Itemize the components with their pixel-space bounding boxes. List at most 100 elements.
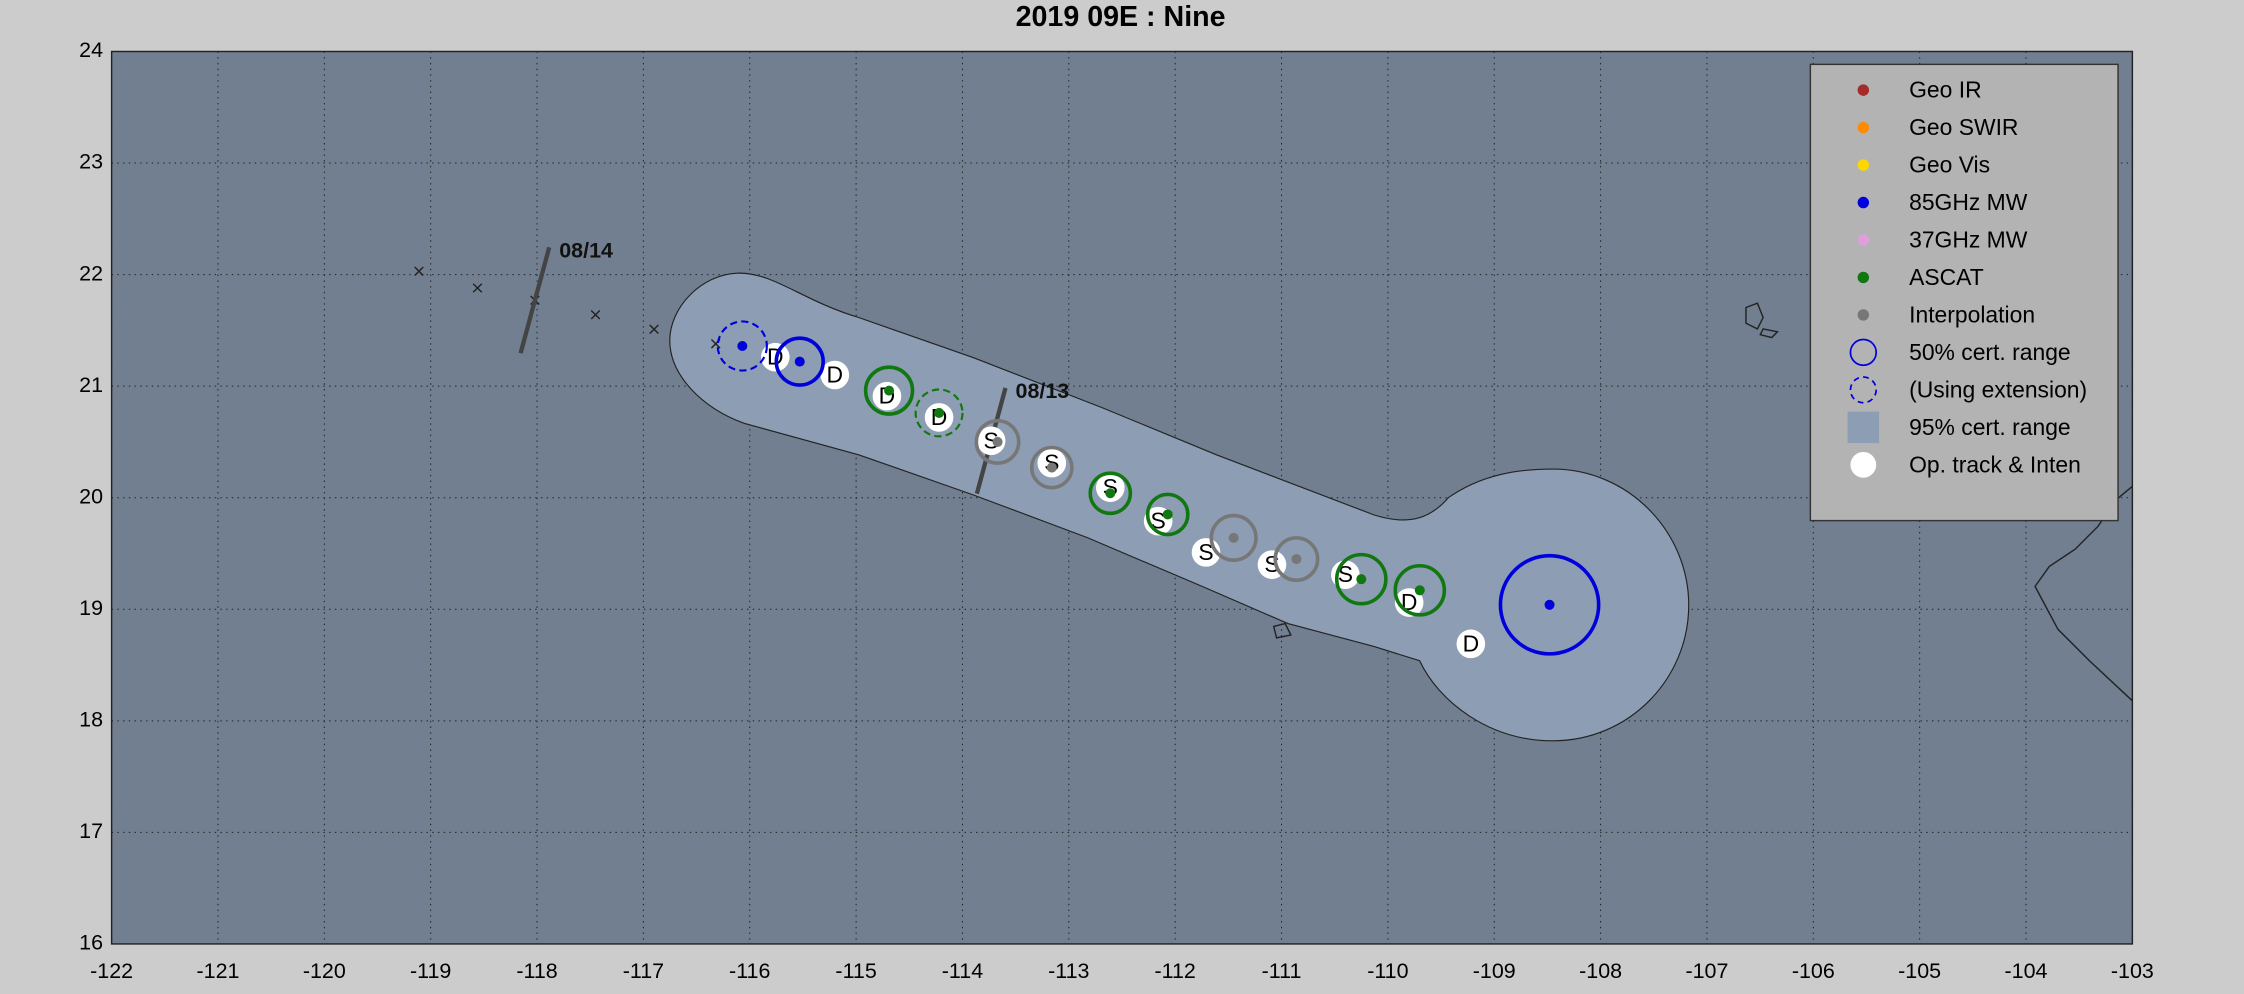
legend-label: 95% cert. range	[1909, 414, 2071, 440]
certainty-50-circle	[1273, 536, 1320, 583]
date-mark	[518, 246, 552, 354]
fix-point	[1162, 509, 1173, 520]
legend-marker	[1857, 121, 1870, 134]
x-tick-label: -116	[729, 959, 770, 983]
legend-marker	[1850, 451, 1877, 478]
fix-point	[1544, 599, 1555, 610]
certainty-50-circle	[1334, 552, 1388, 606]
legend-label: Op. track & Inten	[1909, 451, 2081, 477]
legend-marker	[1847, 411, 1880, 444]
certainty-50-circle	[1145, 492, 1190, 537]
x-tick-label: -106	[1792, 959, 1835, 983]
x-tick-label: -117	[623, 959, 664, 983]
legend-label: (Using extension)	[1909, 376, 2087, 402]
certainty-50-circle	[914, 388, 964, 438]
certainty-50-circle	[974, 418, 1021, 465]
fix-point	[1291, 554, 1302, 565]
op-track-point	[1456, 629, 1486, 659]
legend-box	[1809, 63, 2119, 522]
fix-point	[1414, 585, 1425, 596]
fix-point	[884, 385, 895, 396]
fix-point	[1046, 462, 1057, 473]
y-tick-label: 20	[79, 484, 103, 508]
x-tick-label: -107	[1685, 959, 1728, 983]
chart-title: 2019 09E : Nine	[1016, 1, 1226, 33]
legend-marker	[1857, 234, 1870, 246]
certainty-50-circle	[716, 320, 768, 372]
date-label: 08/13	[1016, 379, 1070, 403]
fix-point	[794, 356, 805, 367]
x-tick-label: -114	[942, 959, 983, 983]
fix-point	[934, 407, 945, 418]
legend-marker	[1849, 376, 1878, 404]
date-label: 08/14	[559, 238, 613, 262]
legend-marker	[1849, 338, 1878, 367]
plot-frame	[110, 50, 2134, 945]
legend-label: 50% cert. range	[1909, 339, 2071, 365]
certainty-50-circle	[774, 336, 825, 387]
legend: Geo IR Geo SWIR Geo Vis 85GHz MW 37GHz MW ASC…	[1847, 77, 2087, 478]
op-track-point	[872, 381, 902, 411]
legend-marker	[1857, 309, 1870, 321]
x-tick-label: -105	[1898, 959, 1941, 983]
x-tick-label: -120	[303, 959, 346, 983]
y-tick-label: 24	[79, 38, 103, 62]
y-tick-label: 18	[79, 708, 103, 732]
legend-marker	[1857, 159, 1870, 171]
legend-marker	[1857, 84, 1870, 96]
certainty-50-circle	[1029, 445, 1074, 490]
legend-marker	[1857, 271, 1870, 284]
certainty-50-circle	[1393, 563, 1447, 617]
fix-point	[1228, 532, 1239, 543]
y-tick-label: 22	[79, 261, 103, 285]
x-tick-label: -115	[835, 959, 876, 983]
best-track-point	[649, 324, 659, 335]
y-tick-label: 21	[79, 373, 103, 397]
legend-label: Geo IR	[1909, 77, 1981, 103]
fix-point	[992, 436, 1003, 447]
op-track-point	[1095, 473, 1125, 502]
x-tick-label: -112	[1154, 959, 1195, 983]
x-tick-label: -110	[1367, 959, 1408, 983]
op-track-point	[820, 360, 850, 390]
x-tick-label: -122	[90, 959, 133, 983]
legend-label: Interpolation	[1909, 301, 2035, 327]
fix-point	[1105, 488, 1116, 499]
x-tick-label: -121	[196, 959, 239, 983]
best-track-point	[472, 283, 483, 293]
x-tick-label: -109	[1473, 959, 1516, 983]
legend-label: Geo SWIR	[1909, 114, 2018, 140]
certainty-50-circle	[1088, 471, 1133, 516]
certainty-95-region	[669, 272, 1690, 742]
y-tick-label: 19	[79, 596, 103, 620]
y-tick-label: 16	[79, 931, 103, 955]
x-tick-label: -103	[2111, 959, 2154, 983]
legend-marker	[1857, 196, 1870, 209]
intensity-label: D	[827, 361, 844, 387]
certainty-50-circle	[863, 365, 915, 416]
best-track-point	[414, 266, 424, 277]
best-track-point	[590, 309, 601, 320]
x-tick-label: -119	[410, 959, 451, 983]
fix-point	[1356, 574, 1367, 585]
legend-label: ASCAT	[1909, 264, 1984, 290]
op-track-point	[1394, 588, 1424, 617]
islands	[1272, 302, 1779, 639]
op-track-point	[976, 426, 1006, 456]
y-tick-label: 17	[79, 819, 103, 843]
legend-label: Geo Vis	[1909, 152, 1990, 178]
intensity-label: S	[1198, 539, 1213, 565]
legend-label: 37GHz MW	[1909, 226, 2028, 252]
x-tick-label: -118	[516, 959, 557, 983]
legend-label: 85GHz MW	[1909, 189, 2028, 215]
x-tick-label: -113	[1048, 959, 1089, 983]
y-tick-label: 23	[79, 150, 103, 174]
certainty-50-circle	[1498, 553, 1601, 656]
x-tick-label: -108	[1579, 959, 1622, 983]
intensity-label: D	[1463, 630, 1480, 656]
certainty-50-circle	[1209, 513, 1258, 562]
x-tick-label: -111	[1262, 959, 1302, 983]
x-tick-label: -104	[2005, 959, 2048, 983]
